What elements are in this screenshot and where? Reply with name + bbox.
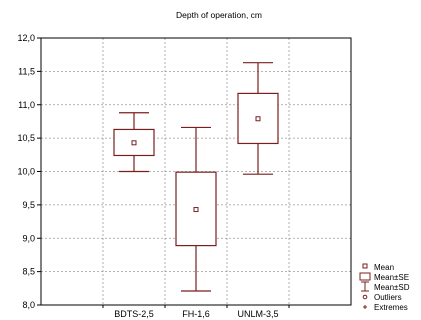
box-series (113, 62, 279, 292)
y-tick-label: 9,0 (22, 233, 35, 243)
box-group (237, 62, 279, 175)
grid-layer (41, 38, 351, 305)
x-tick-label: UNLM-3,5 (237, 309, 278, 319)
y-axis-ticks: 8,0 8,5 9,0 9,5 10,0 10,5 11,0 11,5 12,0 (17, 33, 41, 310)
se-box (113, 128, 155, 157)
mean-marker (131, 140, 137, 146)
box-group (113, 112, 155, 173)
mean-marker (193, 207, 199, 213)
chart-title: Depth of operation, cm (176, 10, 262, 20)
y-tick-label: 10,0 (17, 167, 35, 177)
y-tick-label: 10,5 (17, 133, 35, 143)
legend-se-symbol (359, 272, 371, 281)
y-tick-label: 11,0 (18, 100, 35, 110)
y-tick-label: 12,0 (17, 33, 35, 43)
legend-label: Outliers (374, 293, 402, 302)
legend-label: Extremes (374, 303, 408, 312)
legend-mean-symbol (362, 263, 368, 269)
mean-marker (255, 116, 261, 122)
y-tick-label: 9,5 (22, 200, 35, 210)
x-axis-ticks: BDTS-2,5 FH-1,6 UNLM-3,5 (102, 305, 290, 319)
legend-label: Mean±SE (374, 273, 409, 282)
y-tick-label: 8,5 (22, 267, 35, 277)
legend-outlier-symbol (362, 294, 368, 300)
x-tick-label: BDTS-2,5 (114, 309, 154, 319)
y-tick-label: 11,5 (18, 66, 35, 76)
legend-label: Mean±SD (374, 283, 410, 292)
box-group (175, 126, 217, 292)
legend-label: Mean (374, 263, 394, 272)
y-tick-label: 8,0 (22, 300, 35, 310)
x-tick-label: FH-1,6 (182, 309, 210, 319)
